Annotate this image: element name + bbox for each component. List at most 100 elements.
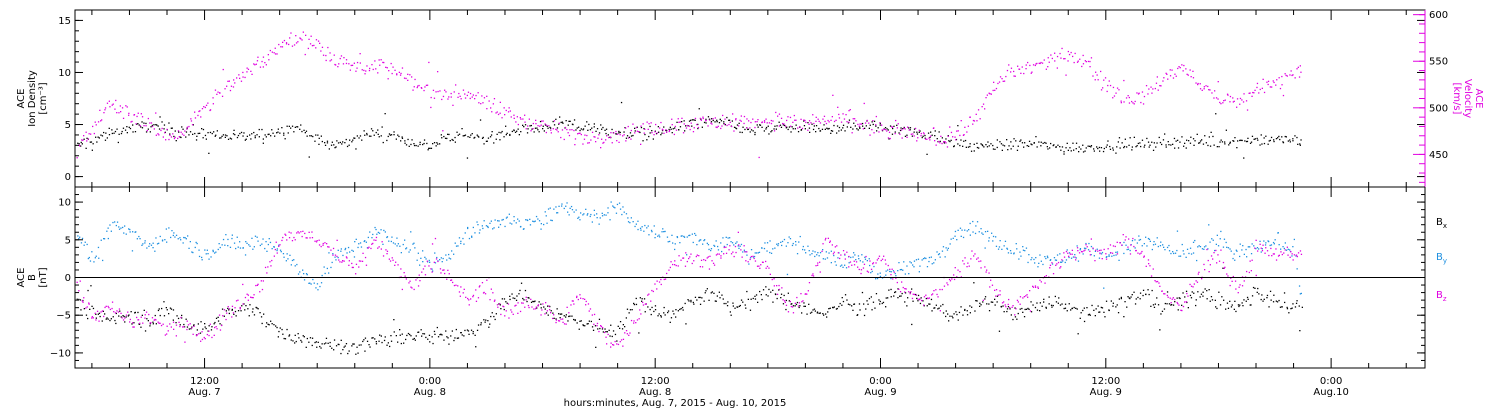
data-point [1284,73,1286,75]
data-point [1019,251,1021,253]
data-point [206,249,208,251]
data-point [345,62,348,65]
data-point [383,339,386,342]
data-point [777,115,779,117]
data-point [960,139,962,141]
data-point [767,295,769,297]
data-point [458,237,461,239]
data-point [949,126,951,128]
data-point [556,308,558,310]
data-point [471,236,473,238]
data-point [1000,143,1003,145]
data-point [590,320,592,323]
data-point [921,299,923,302]
data-point [219,137,221,139]
data-point [700,118,702,120]
data-point [450,279,453,281]
data-point [729,245,731,247]
data-point [1226,93,1229,95]
data-point [485,140,488,142]
data-point [521,302,523,304]
data-point [1106,90,1108,93]
data-point [1207,248,1209,250]
data-point [705,119,707,121]
data-point [1003,311,1005,313]
data-point [738,305,740,307]
data-point [808,123,810,125]
data-point [1268,140,1270,142]
data-point [200,321,202,323]
data-point [205,104,208,106]
data-point [986,303,988,305]
data-point [95,136,97,138]
data-point [916,140,918,142]
data-point [284,138,286,140]
data-point [1005,306,1007,308]
data-point [872,263,874,265]
data-point [285,260,287,262]
data-point [725,246,727,248]
data-point [121,107,124,109]
data-point [245,241,247,243]
data-point [919,265,921,267]
data-point [964,126,966,128]
data-point [184,130,186,132]
data-point [605,132,607,135]
data-point [306,135,308,137]
data-point [103,238,106,240]
data-point [495,313,497,315]
data-point [239,241,241,243]
data-point [320,282,323,284]
data-point [1233,140,1235,142]
data-point [800,129,803,131]
data-point [107,305,109,308]
data-point [493,315,495,318]
data-point [368,69,371,72]
data-point [351,249,353,251]
data-point [679,121,681,123]
data-point [651,130,653,132]
data-point [316,346,318,348]
data-point [202,128,205,131]
data-point [1243,280,1245,282]
data-point [408,145,410,147]
data-point [701,266,704,268]
data-point [201,128,203,130]
data-point [663,306,665,309]
data-point [293,236,295,239]
data-point [1070,309,1072,311]
data-point [346,252,348,254]
data-point [689,256,691,258]
data-point [1048,61,1050,63]
data-point [283,39,286,42]
data-point [1182,305,1185,308]
data-point [889,268,891,270]
data-point [550,129,552,131]
data-point [1232,257,1234,260]
data-point [1271,255,1273,257]
data-point [769,251,771,254]
data-point [741,131,743,134]
data-point [644,128,646,130]
data-point [580,128,582,130]
data-point [858,268,860,271]
data-point [1134,247,1136,249]
data-point [1028,254,1030,256]
data-point [325,337,328,339]
data-point [974,232,977,235]
data-point [370,247,372,250]
data-point [430,106,432,109]
data-point [848,110,850,112]
data-point [359,62,361,64]
data-point [1026,294,1028,296]
data-point [798,306,800,309]
data-point [1099,252,1101,255]
data-point [1161,290,1163,292]
data-point [1199,142,1201,144]
data-point [227,245,229,247]
data-point [1125,244,1127,246]
data-point [1279,306,1282,308]
data-point [893,271,895,273]
data-point [1269,86,1271,88]
data-point [95,313,97,315]
